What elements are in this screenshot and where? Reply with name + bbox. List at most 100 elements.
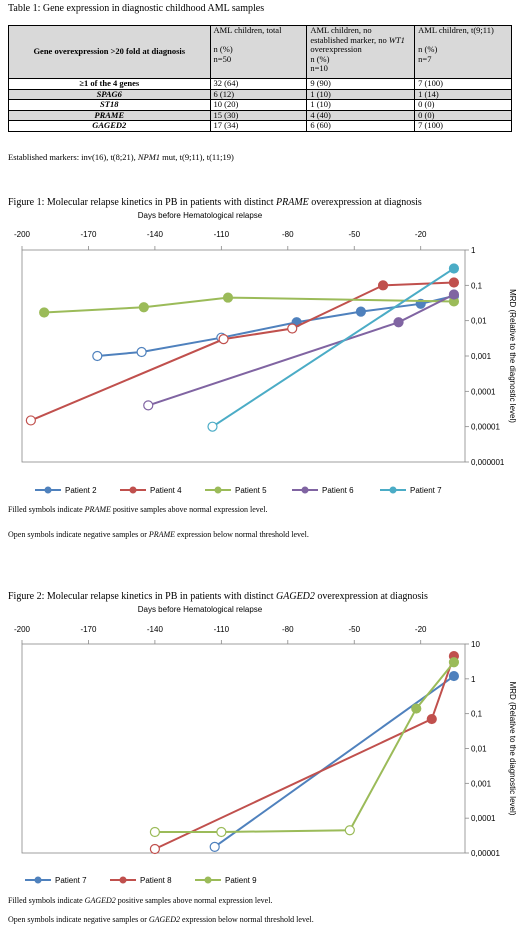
table-title: Table 1: Gene expression in diagnostic c… — [8, 3, 265, 14]
y-tick-label: 0,1 — [471, 281, 483, 290]
header-row: Gene overexpression >20 fold at diagnosi… — [8, 25, 512, 79]
table-body: ≥1 of the 4 genes 32 (64) 9 (90) 7 (100) SPA… — [8, 78, 512, 132]
table-note: Established markers: inv(16), t(8;21), N… — [8, 152, 512, 162]
data-point — [143, 400, 154, 411]
data-point — [377, 280, 389, 291]
figure-note: Open symbols indicate negative samples o… — [8, 530, 309, 539]
legend-label: Patient 7 — [410, 486, 442, 495]
legend-marker — [214, 486, 222, 494]
text-part: positive samples above normal expression… — [111, 505, 268, 514]
y-axis-title: MRD (Relative to the diagnostic level) — [508, 289, 517, 423]
text-part: Open symbols indicate negative samples o… — [8, 530, 149, 539]
y-tick-label: 0,0001 — [471, 387, 496, 396]
x-tick-label: -170 — [80, 230, 97, 239]
table-section: Table 1: Gene expression in diagnostic c… — [8, 0, 512, 162]
x-axis-title: Days before Hematological relapse — [138, 605, 263, 614]
text-part: overexpression — [310, 44, 362, 54]
table-cell: 1 (14) — [414, 88, 512, 100]
header-n: n=10 — [310, 63, 328, 73]
table-cell: ≥1 of the 4 genes — [8, 78, 211, 90]
text-part: expression below normal threshold level. — [175, 530, 309, 539]
header-cell: AML children, no established marker, no … — [306, 25, 416, 79]
table-row: ≥1 of the 4 genes 32 (64) 9 (90) 7 (100) — [8, 78, 512, 90]
table-cell: 6 (12) — [209, 88, 308, 100]
data-point — [411, 703, 422, 714]
text-part: overexpression at diagnosis — [315, 591, 428, 602]
x-axis-title: Days before Hematological relapse — [138, 211, 263, 220]
data-point — [39, 307, 50, 318]
legend-marker — [301, 486, 309, 494]
table-cell: 15 (30) — [209, 109, 308, 121]
y-tick-label: 0,000001 — [471, 458, 505, 467]
x-tick-label: -200 — [14, 625, 31, 634]
y-tick-label: 0,1 — [471, 710, 483, 719]
table-row: SPAG6 6 (12) 1 (10) 1 (14) — [8, 88, 512, 100]
y-tick-label: 0,001 — [471, 779, 492, 788]
header-unit: n (%) — [213, 44, 233, 54]
text-part: Gene overexpression >20 fold at diagnosi… — [33, 46, 186, 57]
text-part: PRAME — [275, 197, 309, 208]
table-cell: 0 (0) — [414, 109, 512, 121]
figure-note: Open symbols indicate negative samples o… — [8, 915, 314, 924]
data-point — [218, 334, 229, 345]
text-part: Established markers: inv(16), t(8;21), — [8, 151, 138, 162]
data-point — [287, 323, 298, 334]
legend-label: Patient 7 — [55, 876, 87, 885]
y-tick-label: 1 — [471, 675, 476, 684]
data-point — [393, 317, 404, 328]
text-part: NPM1 — [137, 151, 161, 162]
data-point — [92, 350, 103, 362]
data-point — [222, 292, 234, 303]
text-part: PRAME — [148, 530, 175, 539]
series-line — [30, 281, 454, 422]
legend-marker — [44, 486, 52, 494]
text-part: WT1 — [388, 34, 405, 45]
series-line — [154, 661, 455, 834]
data-point — [138, 302, 149, 313]
legend-label: Patient 4 — [150, 486, 182, 495]
x-tick-label: -170 — [80, 625, 97, 634]
text-part: Filled symbols indicate — [8, 896, 85, 905]
table-row: GAGED2 17 (34) 6 (60) 7 (100) — [8, 120, 512, 132]
data-point — [426, 713, 437, 725]
header-label: AML children, t(9;11) — [418, 25, 508, 36]
text-part: GAGED2 — [149, 915, 180, 924]
table-cell: 17 (34) — [209, 120, 308, 132]
table-cell: GAGED2 — [8, 120, 211, 132]
plot-frame — [21, 249, 466, 463]
table-cell: 4 (40) — [306, 109, 416, 121]
x-tick-label: -50 — [348, 625, 360, 634]
text-part: Filled symbols indicate — [8, 505, 85, 514]
x-tick-label: -140 — [147, 625, 164, 634]
header-cell: AML children, t(9;11) n (%) n=7 — [414, 25, 512, 79]
data-point — [25, 415, 36, 426]
figure-title: Figure 2: Molecular relapse kinetics in … — [8, 591, 428, 602]
x-tick-label: -80 — [282, 230, 294, 239]
data-point — [448, 289, 460, 300]
text-part: GAGED2 — [276, 591, 315, 602]
text-part: AML children, total — [213, 25, 282, 35]
y-tick-label: 0,001 — [471, 352, 492, 361]
table-cell: 0 (0) — [414, 99, 512, 111]
text-part: Open symbols indicate negative samples o… — [8, 915, 149, 924]
y-axis-title: MRD (Relative to the diagnostic level) — [508, 682, 517, 816]
x-tick-label: -140 — [147, 230, 164, 239]
table-cell: 7 (100) — [414, 78, 512, 90]
text-part: AML children, no established marker, no — [310, 25, 389, 45]
header-n: n=7 — [418, 53, 432, 64]
data-point — [136, 346, 147, 358]
x-tick-label: -20 — [415, 230, 427, 239]
plot-frame — [21, 643, 466, 854]
data-point — [149, 826, 160, 838]
x-tick-label: -50 — [348, 230, 360, 239]
table-cell: 6 (60) — [306, 120, 416, 132]
header-label: AML children, total — [213, 25, 304, 36]
series-line — [154, 655, 455, 850]
header-label: AML children, no established marker, no … — [310, 25, 411, 55]
data-point — [216, 826, 227, 838]
legend-marker — [129, 486, 137, 494]
x-tick-label: -80 — [282, 625, 294, 634]
text-part: overexpression at diagnosis — [309, 197, 422, 208]
text-part: mut, t(9;11), t(11;19) — [160, 151, 234, 162]
